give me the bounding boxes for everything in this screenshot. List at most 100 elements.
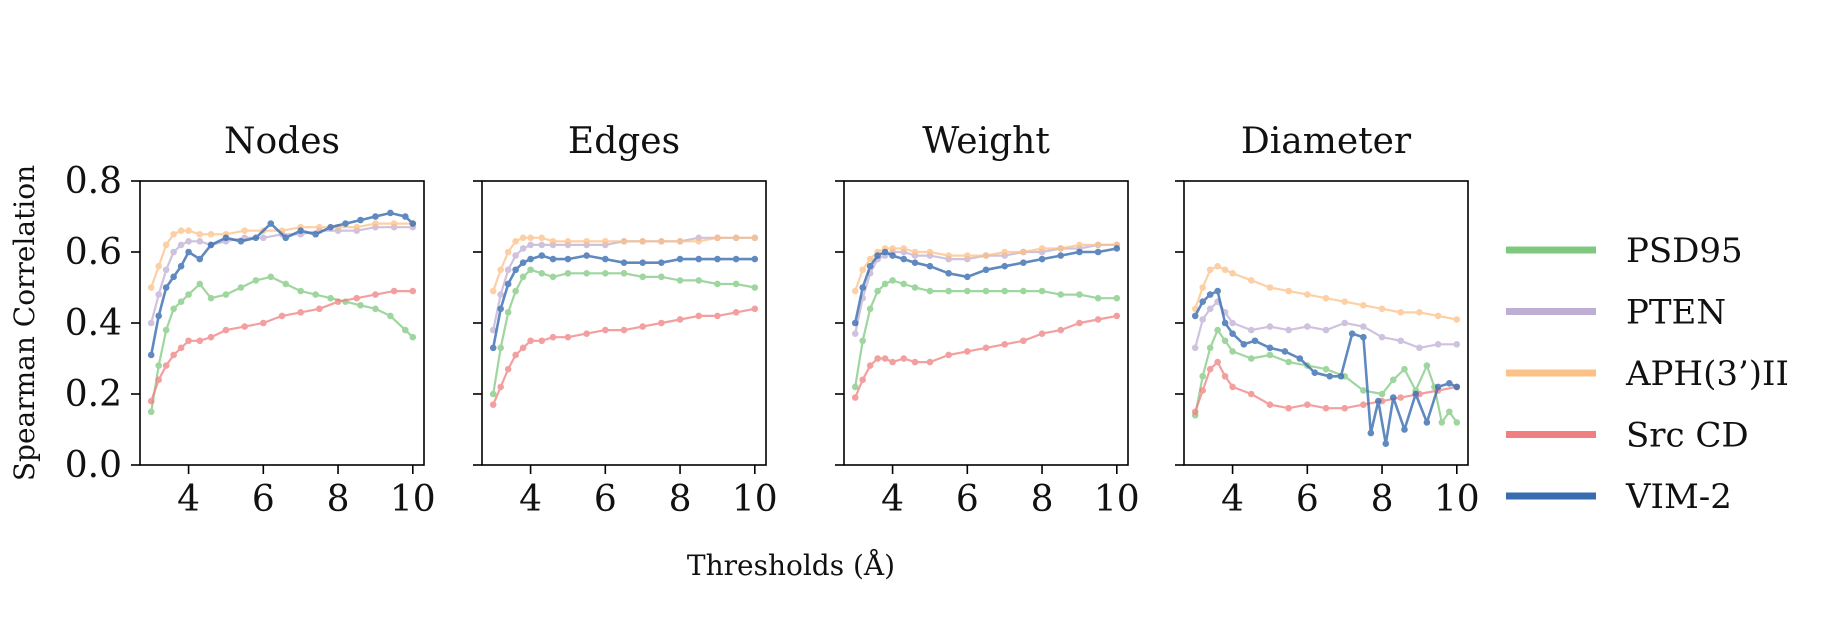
data-point (1401, 365, 1408, 373)
data-point (1360, 387, 1367, 394)
data-point (177, 241, 185, 249)
data-point (1367, 429, 1375, 437)
data-point (1199, 387, 1206, 394)
data-point (874, 355, 881, 362)
data-point (241, 227, 248, 234)
data-point (1375, 397, 1382, 405)
data-point (1322, 326, 1330, 334)
data-point (1221, 337, 1229, 345)
legend-item: VIM-2 (1506, 477, 1732, 517)
data-point (874, 287, 881, 295)
data-point (658, 319, 665, 327)
data-point (1378, 333, 1386, 341)
data-point (170, 230, 177, 238)
data-point (1199, 372, 1206, 380)
data-point (519, 245, 527, 252)
data-point (489, 326, 497, 334)
data-point (519, 273, 527, 281)
data-point (1304, 323, 1311, 330)
data-point (620, 326, 628, 334)
axes-frame (481, 180, 767, 466)
series-vim-2 (147, 209, 417, 359)
legend-item: APH(3’)II (1506, 354, 1789, 394)
data-point (732, 255, 740, 263)
data-point (1229, 330, 1236, 337)
data-point (155, 312, 162, 320)
data-point (185, 291, 192, 298)
data-point (859, 376, 866, 384)
x-tick-label: 4 (177, 479, 200, 520)
data-point (751, 305, 759, 313)
data-point (564, 333, 572, 341)
data-point (353, 294, 361, 302)
data-point (982, 266, 990, 274)
data-point (1266, 284, 1274, 291)
data-point (1378, 305, 1386, 313)
data-point (1397, 394, 1405, 401)
legend-item: PTEN (1506, 293, 1726, 333)
data-point (282, 234, 290, 242)
data-point (267, 273, 275, 281)
data-point (1247, 390, 1255, 398)
data-point (1434, 341, 1442, 348)
data-point (222, 234, 230, 242)
data-point (1094, 316, 1102, 323)
data-point (170, 351, 177, 359)
data-point (1076, 248, 1083, 256)
data-point (620, 259, 628, 266)
data-point (1001, 248, 1008, 256)
data-point (1360, 333, 1367, 341)
x-tick-label: 10 (732, 479, 778, 520)
data-point (519, 344, 527, 352)
data-point (695, 312, 703, 320)
data-point (900, 355, 908, 362)
data-point (1076, 319, 1083, 327)
data-point (1341, 404, 1348, 412)
data-point (732, 309, 740, 316)
y-tick-label: 0.8 (65, 161, 122, 202)
data-point (504, 248, 512, 256)
data-point (538, 241, 546, 249)
data-point (372, 305, 379, 313)
data-point (1360, 323, 1367, 330)
data-point (1113, 294, 1121, 302)
data-point (602, 326, 609, 334)
legend-label: VIM-2 (1625, 477, 1732, 517)
data-point (1020, 287, 1027, 295)
data-point (497, 266, 504, 274)
data-point (714, 312, 721, 320)
y-tick-label: 0.6 (65, 232, 122, 273)
data-point (1304, 401, 1311, 408)
x-tick-label: 10 (1094, 479, 1140, 520)
data-point (282, 280, 290, 288)
data-point (177, 227, 185, 234)
data-point (1434, 383, 1442, 391)
x-tick-label: 6 (956, 479, 979, 520)
data-point (538, 270, 546, 277)
data-point (695, 277, 703, 284)
series-aph-3-ii (147, 220, 417, 291)
data-point (527, 255, 534, 263)
x-tick-label: 8 (1371, 479, 1394, 520)
data-point (297, 287, 304, 295)
data-point (1206, 305, 1214, 313)
data-point (1453, 341, 1461, 348)
series-psd95 (1191, 326, 1461, 426)
data-point (639, 259, 646, 266)
subplot-nodes: Nodes 4 6 8 10 0.0 0.2 0.4 0.6 0.8 (65, 121, 436, 520)
data-point (512, 238, 519, 245)
data-point (207, 333, 215, 341)
x-tick-label: 4 (881, 479, 904, 520)
data-point (658, 259, 665, 266)
data-point (851, 287, 859, 295)
data-point (1229, 270, 1236, 277)
data-point (881, 355, 889, 362)
data-point (859, 337, 866, 345)
data-point (676, 238, 684, 245)
data-point (1240, 341, 1248, 348)
data-point (409, 220, 417, 227)
data-point (353, 223, 361, 231)
legend-label: PSD95 (1626, 231, 1743, 271)
data-point (964, 252, 971, 259)
data-point (1001, 262, 1008, 270)
